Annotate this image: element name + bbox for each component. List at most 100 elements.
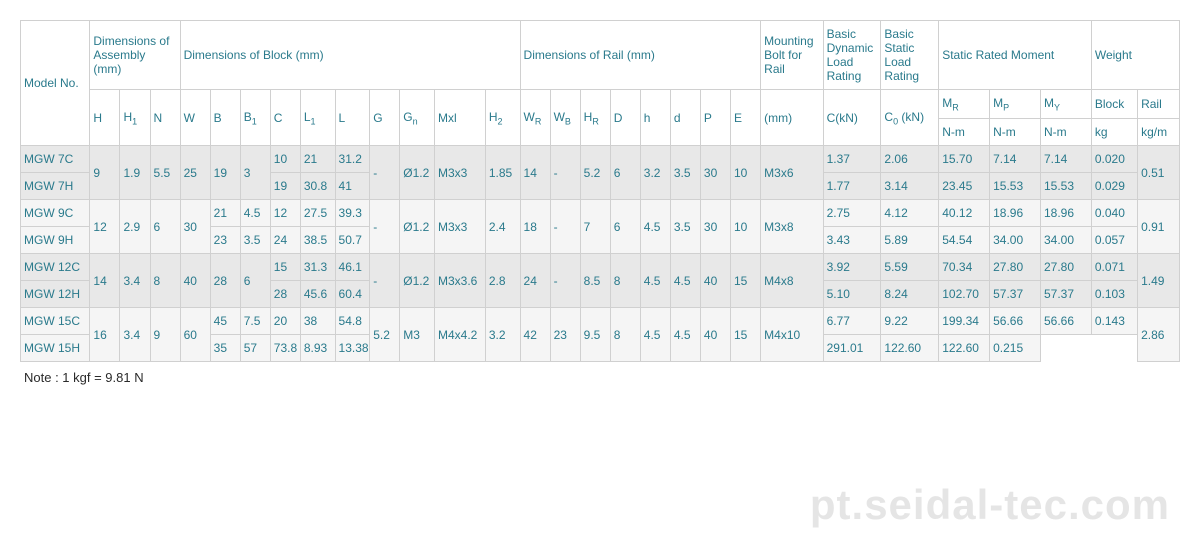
cell-MY: 18.96 <box>1040 200 1091 227</box>
cell-d: 4.5 <box>670 254 700 308</box>
table-row: MGW 7C91.95.525193102131.2-Ø1.2M3x31.851… <box>21 146 1180 173</box>
cell-MP: 122.60 <box>881 335 939 362</box>
cell-C: 20 <box>270 308 300 335</box>
cell-model: MGW 12C <box>21 254 90 281</box>
unit-Nm1: N-m <box>939 119 990 146</box>
sub-WR: WR <box>520 90 550 146</box>
cell-L: 46.1 <box>335 254 370 281</box>
cell-MY: 56.66 <box>1040 308 1091 335</box>
sub-Gn: Gn <box>400 90 435 146</box>
cell-N: 5.5 <box>150 146 180 200</box>
cell-H1: 1.9 <box>120 146 150 200</box>
cell-W: 25 <box>180 146 210 200</box>
cell-model: MGW 7H <box>21 173 90 200</box>
cell-G: 5.2 <box>370 308 400 362</box>
sub-MP: MP <box>990 90 1041 119</box>
cell-bolt: M4x8 <box>761 254 823 308</box>
cell-W: 30 <box>180 200 210 254</box>
cell-E: 10 <box>730 146 760 200</box>
unit-Nm2: N-m <box>990 119 1041 146</box>
cell-bolt: M4x10 <box>761 308 823 362</box>
cell-WR: 42 <box>520 308 550 362</box>
sub-Block: Block <box>1091 90 1137 119</box>
cell-L1: 57 <box>240 335 270 362</box>
table-header: Model No. Dimensions of Assembly (mm) Di… <box>21 21 1180 146</box>
sub-W: W <box>180 90 210 146</box>
cell-L: 50.7 <box>335 227 370 254</box>
cell-WB: - <box>550 254 580 308</box>
cell-h: 3.2 <box>640 146 670 200</box>
sub-C: C <box>270 90 300 146</box>
cell-Gn: Ø1.2 <box>400 146 435 200</box>
cell-Rail: 0.51 <box>1138 146 1180 200</box>
cell-Block: 0.020 <box>1091 146 1137 173</box>
cell-B: 28 <box>210 254 240 308</box>
cell-CkN: 3.43 <box>823 227 881 254</box>
cell-HR: 5.2 <box>580 146 610 200</box>
cell-MR: 40.12 <box>939 200 990 227</box>
cell-B1: 6 <box>240 254 270 308</box>
spec-table: Model No. Dimensions of Assembly (mm) Di… <box>20 20 1180 362</box>
cell-W: 60 <box>180 308 210 362</box>
cell-H2: 1.85 <box>485 146 520 200</box>
cell-N: 8 <box>150 254 180 308</box>
cell-D: 6 <box>610 200 640 254</box>
cell-Mxl: M3x3.6 <box>434 254 485 308</box>
cell-H1: 3.4 <box>120 254 150 308</box>
cell-h: 4.5 <box>640 200 670 254</box>
cell-WB: 23 <box>550 308 580 362</box>
hdr-assembly: Dimensions of Assembly (mm) <box>90 21 180 90</box>
sub-Mxl: Mxl <box>434 90 485 146</box>
cell-Rail: 2.86 <box>1138 308 1180 362</box>
cell-WR: 18 <box>520 200 550 254</box>
cell-C: 15 <box>270 254 300 281</box>
hdr-bolt: Mounting Bolt for Rail <box>761 21 823 90</box>
cell-CkN: 1.37 <box>823 146 881 173</box>
cell-C: 19 <box>270 173 300 200</box>
unit-kgm: kg/m <box>1138 119 1180 146</box>
cell-WB: - <box>550 146 580 200</box>
cell-Block: 0.143 <box>1091 308 1137 335</box>
cell-B1: 7.5 <box>240 308 270 335</box>
cell-h: 4.5 <box>640 308 670 362</box>
sub-E: E <box>730 90 760 146</box>
cell-CkN: 6.77 <box>823 308 881 335</box>
cell-E: 15 <box>730 308 760 362</box>
cell-MP: 56.66 <box>990 308 1041 335</box>
cell-D: 8 <box>610 254 640 308</box>
sub-H1: H1 <box>120 90 150 146</box>
unit-kg: kg <box>1091 119 1137 146</box>
cell-CkN: 1.77 <box>823 173 881 200</box>
cell-CkN: 2.75 <box>823 200 881 227</box>
cell-H1: 2.9 <box>120 200 150 254</box>
cell-C: 24 <box>270 227 300 254</box>
cell-C0kN: 5.59 <box>881 254 939 281</box>
cell-Mxl: M3x3 <box>434 146 485 200</box>
sub-G: G <box>370 90 400 146</box>
cell-model: MGW 15H <box>21 335 90 362</box>
cell-d: 3.5 <box>670 200 700 254</box>
cell-HR: 8.5 <box>580 254 610 308</box>
cell-B: 21 <box>210 200 240 227</box>
watermark: pt.seidal-tec.com <box>810 481 1170 529</box>
cell-CkN: 8.93 <box>300 335 335 362</box>
cell-W: 40 <box>180 254 210 308</box>
cell-L1: 27.5 <box>300 200 335 227</box>
cell-model: MGW 9H <box>21 227 90 254</box>
cell-Block: 0.103 <box>1091 281 1137 308</box>
cell-L1: 31.3 <box>300 254 335 281</box>
cell-L: 60.4 <box>335 281 370 308</box>
hdr-moment: Static Rated Moment <box>939 21 1092 90</box>
cell-E: 10 <box>730 200 760 254</box>
cell-B: 45 <box>210 308 240 335</box>
hdr-static: Basic Static Load Rating <box>881 21 939 90</box>
cell-WB: - <box>550 200 580 254</box>
cell-MY: 57.37 <box>1040 281 1091 308</box>
cell-C0kN: 3.14 <box>881 173 939 200</box>
cell-G: - <box>370 200 400 254</box>
cell-MP: 18.96 <box>990 200 1041 227</box>
cell-Mxl: M4x4.2 <box>434 308 485 362</box>
sub-mm: (mm) <box>761 90 823 146</box>
sub-H2: H2 <box>485 90 520 146</box>
cell-H2: 3.2 <box>485 308 520 362</box>
